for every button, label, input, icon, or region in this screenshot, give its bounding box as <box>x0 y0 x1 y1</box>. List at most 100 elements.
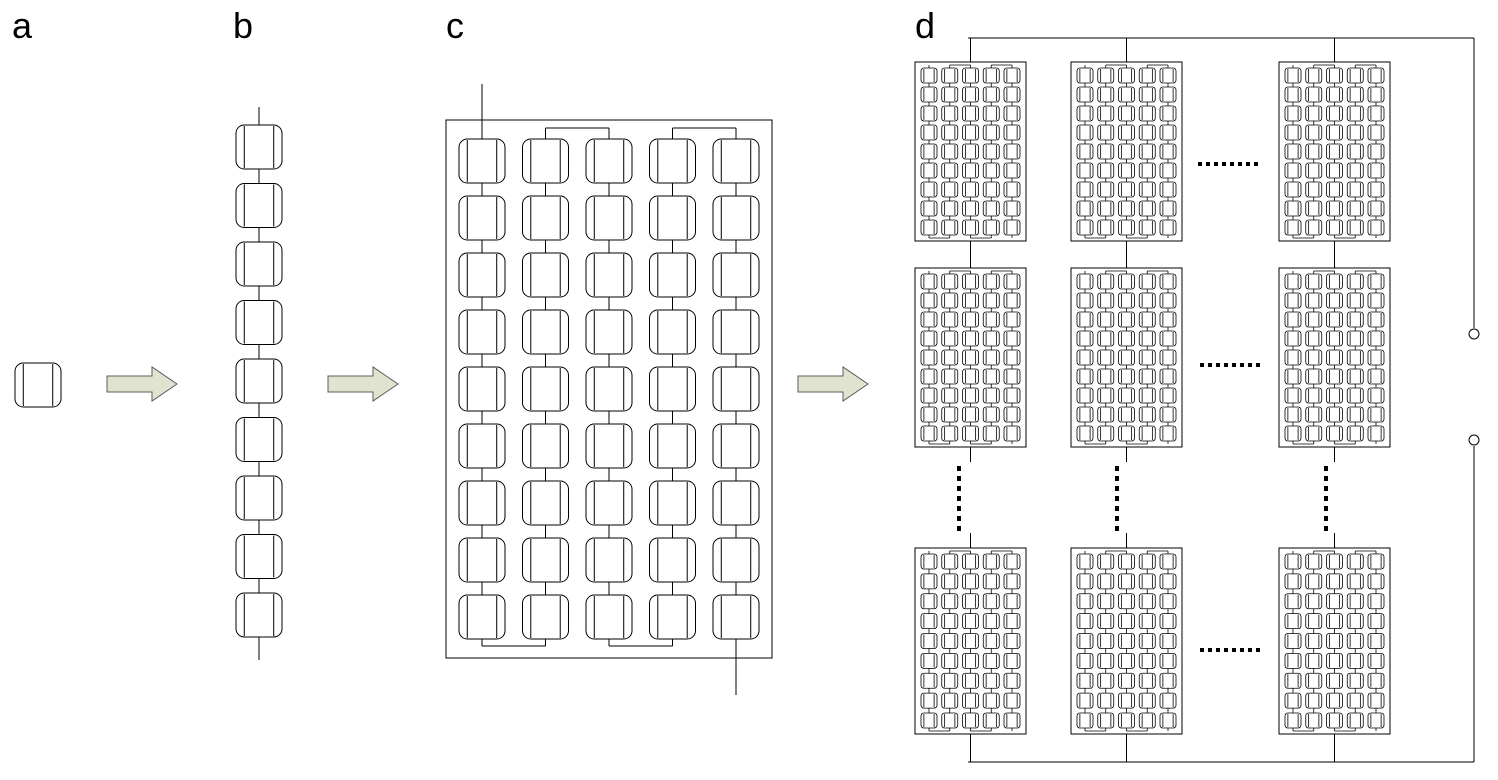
solar-cell-icon <box>941 712 959 729</box>
solar-cell-icon <box>1367 219 1385 236</box>
cell-outline <box>982 593 1000 610</box>
cell-outline <box>712 480 760 526</box>
solar-cell-icon <box>920 553 938 570</box>
solar-cell-icon <box>1305 273 1323 290</box>
solar-cell-icon <box>235 241 283 287</box>
cell-outline <box>1367 613 1385 630</box>
cell-outline <box>941 553 959 570</box>
solar-cell-icon <box>962 573 979 590</box>
solar-cell-icon <box>1118 387 1135 404</box>
solar-cell-icon <box>1159 368 1177 385</box>
solar-cell-icon <box>1305 219 1323 236</box>
solar-cell-icon <box>1076 613 1094 630</box>
cell-outline <box>962 200 979 217</box>
cell-outline <box>920 613 938 630</box>
solar-cell-icon <box>1326 86 1343 103</box>
cell-outline <box>941 105 959 122</box>
cell-outline <box>1138 633 1156 649</box>
cell-outline <box>712 138 760 184</box>
cell-outline <box>1284 573 1302 590</box>
cell-outline <box>920 143 938 160</box>
cell-outline <box>1284 219 1302 236</box>
cell-outline <box>1138 712 1156 729</box>
cell-outline <box>1305 200 1323 217</box>
cell-outline <box>1326 200 1343 217</box>
cell-outline <box>1346 652 1364 669</box>
cell-outline <box>712 195 760 241</box>
solar-cell-icon <box>941 105 959 122</box>
solar-cell-icon <box>1367 105 1385 122</box>
terminal-icon <box>1468 328 1480 340</box>
cell-outline <box>1326 349 1343 366</box>
cell-outline <box>982 349 1000 366</box>
solar-cell-icon <box>962 181 979 198</box>
arrow-right-icon <box>106 366 178 402</box>
cell-outline <box>1118 162 1135 179</box>
cell-outline <box>962 553 979 570</box>
solar-cell-icon <box>1076 553 1094 570</box>
cell-outline <box>1284 406 1302 423</box>
solar-cell-icon <box>1284 105 1302 122</box>
solar-cell-icon <box>1003 200 1021 217</box>
cell-outline <box>941 86 959 103</box>
solar-cell-icon <box>1305 553 1323 570</box>
solar-cell-icon <box>1097 181 1115 198</box>
solar-cell-icon <box>1003 219 1021 236</box>
process-arrows <box>106 366 869 402</box>
cell-outline <box>962 311 979 328</box>
cell-outline <box>920 67 938 84</box>
solar-cell-icon <box>982 406 1000 423</box>
cell-outline <box>920 406 938 423</box>
solar-cell-icon <box>1326 292 1343 309</box>
cell-outline <box>1076 406 1094 423</box>
cell-outline <box>982 311 1000 328</box>
solar-cell-icon <box>982 573 1000 590</box>
solar-cell-icon <box>1138 672 1156 689</box>
solar-cell-icon <box>712 480 760 526</box>
solar-cell-icon <box>1326 633 1343 649</box>
solar-cell-icon <box>1284 86 1302 103</box>
solar-cell-icon <box>1159 219 1177 236</box>
solar-cell-icon <box>1305 292 1323 309</box>
solar-cell-icon <box>962 692 979 709</box>
module-frame <box>1070 547 1183 735</box>
solar-cell-icon <box>1118 200 1135 217</box>
cell-outline <box>1305 672 1323 689</box>
solar-cell-icon <box>941 633 959 649</box>
solar-cell-icon <box>1159 181 1177 198</box>
solar-cell-icon <box>1076 692 1094 709</box>
cell-outline <box>1326 593 1343 610</box>
cell-outline <box>1284 652 1302 669</box>
cell-outline <box>235 534 283 579</box>
solar-cell-icon <box>235 300 283 345</box>
solar-cell-icon <box>962 425 979 442</box>
cell-outline <box>1138 162 1156 179</box>
solar-cell-icon <box>1159 273 1177 290</box>
cell-outline <box>1284 593 1302 610</box>
solar-cell-icon <box>920 613 938 630</box>
cell-outline <box>1003 86 1021 103</box>
solar-cell-icon <box>1367 162 1385 179</box>
solar-cell-icon <box>1367 613 1385 630</box>
cell-outline <box>1118 553 1135 570</box>
cell-outline <box>1346 553 1364 570</box>
solar-cell-icon <box>1138 387 1156 404</box>
solar-cell-icon <box>1346 593 1364 610</box>
solar-cell-icon <box>982 613 1000 630</box>
solar-cell-icon <box>1118 349 1135 366</box>
solar-cell-icon <box>1097 200 1115 217</box>
cell-outline <box>920 311 938 328</box>
cell-outline <box>1367 311 1385 328</box>
solar-cell-icon <box>1284 349 1302 366</box>
cell-outline <box>1076 672 1094 689</box>
cell-outline <box>982 292 1000 309</box>
solar-cell-icon <box>1097 124 1115 141</box>
cell-outline <box>941 273 959 290</box>
module-d <box>1278 547 1391 735</box>
solar-cell-icon <box>1118 672 1135 689</box>
solar-cell-icon <box>1367 672 1385 689</box>
panel-d-array <box>914 37 1480 763</box>
cell-outline <box>1076 311 1094 328</box>
panel-c-module <box>445 84 773 695</box>
solar-cell-icon <box>920 349 938 366</box>
